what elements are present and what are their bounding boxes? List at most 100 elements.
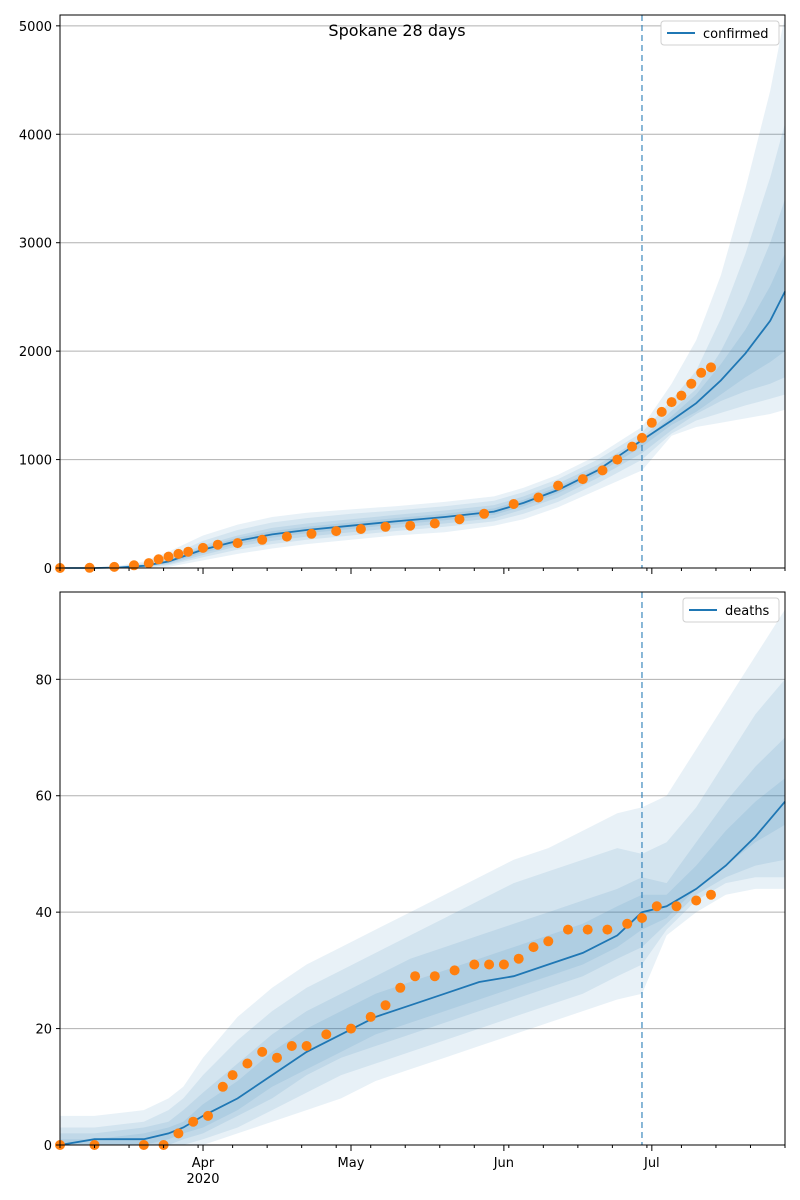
confirmed-observed-point bbox=[676, 390, 687, 401]
deaths-y-tick-label: 40 bbox=[35, 906, 52, 921]
confirmed-observed-point bbox=[281, 531, 292, 542]
deaths-y-tick-label: 20 bbox=[35, 1023, 52, 1038]
confirmed-legend-box bbox=[660, 20, 780, 46]
deaths-observed-point bbox=[272, 1052, 282, 1063]
confirmed-y-tick-label: 0 bbox=[44, 562, 52, 577]
confirmed-observed-point bbox=[183, 546, 194, 557]
deaths-model-path bbox=[59, 801, 786, 1146]
confirmed-observed-point bbox=[380, 521, 391, 532]
deaths-y-tick-label: 60 bbox=[35, 790, 52, 805]
deaths-x-tick-label: Jul bbox=[643, 1156, 660, 1171]
deaths-observed-point bbox=[301, 1041, 312, 1051]
confirmed-observed-point bbox=[198, 542, 208, 553]
deaths-gridlines bbox=[60, 678, 785, 1030]
deaths-observed-point bbox=[365, 1011, 376, 1022]
deaths-band-1 bbox=[60, 609, 785, 1145]
confirmed-observed-point bbox=[696, 367, 707, 378]
confirmed-uncertainty-bands bbox=[60, 15, 785, 569]
deaths-x-tick-label: May bbox=[338, 1156, 365, 1171]
deaths-observed-point bbox=[173, 1128, 184, 1139]
confirmed-y-tick-label: 5000 bbox=[19, 20, 52, 35]
confirmed-observed-point bbox=[331, 526, 342, 537]
deaths-observed-point bbox=[380, 1000, 391, 1011]
deaths-observed-point bbox=[602, 924, 613, 935]
confirmed-observed-point bbox=[666, 397, 677, 408]
confirmed-observed-point bbox=[597, 465, 608, 476]
deaths-observed-point bbox=[484, 959, 495, 970]
deaths-observed-point bbox=[691, 895, 702, 906]
confirmed-observed-point bbox=[706, 362, 716, 373]
confirmed-band-2 bbox=[60, 123, 785, 569]
deaths-observed-point bbox=[257, 1046, 268, 1057]
deaths-observed-point bbox=[242, 1058, 253, 1069]
deaths-observed-point bbox=[528, 942, 539, 953]
deaths-legend-box bbox=[682, 597, 780, 623]
confirmed-observed-point bbox=[153, 554, 164, 565]
confirmed-y-tick-label: 2000 bbox=[19, 345, 52, 360]
confirmed-y-tick-label: 3000 bbox=[19, 237, 52, 252]
confirmed-observed-point bbox=[143, 558, 154, 569]
confirmed-observed-point bbox=[355, 524, 366, 534]
deaths-observed-point bbox=[410, 971, 421, 982]
deaths-observed-point bbox=[449, 965, 460, 976]
confirmed-observed-point bbox=[479, 508, 490, 519]
deaths-x-tick-label: Jun bbox=[493, 1156, 514, 1171]
deaths-observed-point bbox=[637, 913, 647, 923]
confirmed-observed-point bbox=[553, 480, 564, 491]
confirmed-observed-point bbox=[163, 551, 174, 562]
confirmed-legend: confirmed bbox=[660, 20, 780, 46]
deaths-y-tick-label: 80 bbox=[35, 673, 52, 688]
deaths-observed-point bbox=[469, 959, 480, 970]
confirmed-y-tick-label: 1000 bbox=[19, 454, 52, 469]
deaths-observed-point bbox=[395, 982, 406, 993]
confirmed-observed-point bbox=[627, 441, 638, 452]
confirmed-y-tick-label: 4000 bbox=[19, 128, 52, 143]
confirmed-observed-point bbox=[508, 499, 519, 509]
deaths-band-3 bbox=[60, 737, 785, 1145]
confirmed-panel: 0 1000 2000 3000 4000 5000 confirmed Spokane … bbox=[19, 14, 786, 577]
confirmed-legend-label: confirmed bbox=[703, 27, 769, 42]
deaths-observed-point bbox=[706, 889, 716, 900]
deaths-observed-point bbox=[513, 953, 524, 964]
confirmed-observed-point bbox=[656, 406, 667, 417]
deaths-observed-point bbox=[429, 971, 440, 982]
confirmed-plot-frame bbox=[59, 14, 786, 569]
deaths-observed-point bbox=[582, 924, 593, 935]
confirmed-observed-points bbox=[55, 362, 716, 573]
deaths-observed-point bbox=[563, 924, 573, 935]
deaths-x-year-label: 2020 bbox=[186, 1172, 219, 1187]
deaths-band-2 bbox=[60, 679, 785, 1145]
deaths-uncertainty-bands bbox=[60, 609, 785, 1145]
chart-title: Spokane 28 days bbox=[328, 21, 465, 40]
confirmed-gridlines bbox=[60, 25, 785, 461]
confirmed-observed-point bbox=[109, 561, 120, 572]
confirmed-observed-point bbox=[454, 514, 465, 525]
deaths-model-line bbox=[59, 801, 786, 1146]
confirmed-observed-point bbox=[129, 560, 139, 571]
confirmed-observed-point bbox=[232, 538, 243, 549]
confirmed-x-axis bbox=[59, 568, 786, 574]
deaths-observed-point bbox=[227, 1070, 238, 1081]
deaths-legend: deaths bbox=[682, 597, 780, 623]
confirmed-y-axis: 0 1000 2000 3000 4000 5000 bbox=[19, 20, 60, 577]
confirmed-observed-point bbox=[306, 528, 317, 539]
confirmed-observed-point bbox=[577, 474, 588, 485]
confirmed-observed-point bbox=[257, 534, 268, 545]
confirmed-observed-point bbox=[686, 378, 697, 389]
confirmed-observed-point bbox=[646, 417, 657, 428]
confirmed-observed-point bbox=[612, 454, 623, 465]
deaths-observed-point bbox=[346, 1023, 356, 1034]
confirmed-observed-point bbox=[405, 520, 416, 531]
deaths-observed-point bbox=[321, 1029, 332, 1040]
deaths-y-axis: 0 20 40 60 80 bbox=[35, 673, 60, 1154]
deaths-observed-point bbox=[217, 1081, 228, 1092]
deaths-y-tick-label: 0 bbox=[44, 1139, 52, 1154]
deaths-plot-frame bbox=[59, 591, 786, 1146]
confirmed-observed-point bbox=[533, 492, 544, 503]
deaths-observed-point bbox=[203, 1110, 213, 1121]
deaths-observed-point bbox=[622, 918, 633, 929]
deaths-observed-point bbox=[651, 901, 662, 912]
